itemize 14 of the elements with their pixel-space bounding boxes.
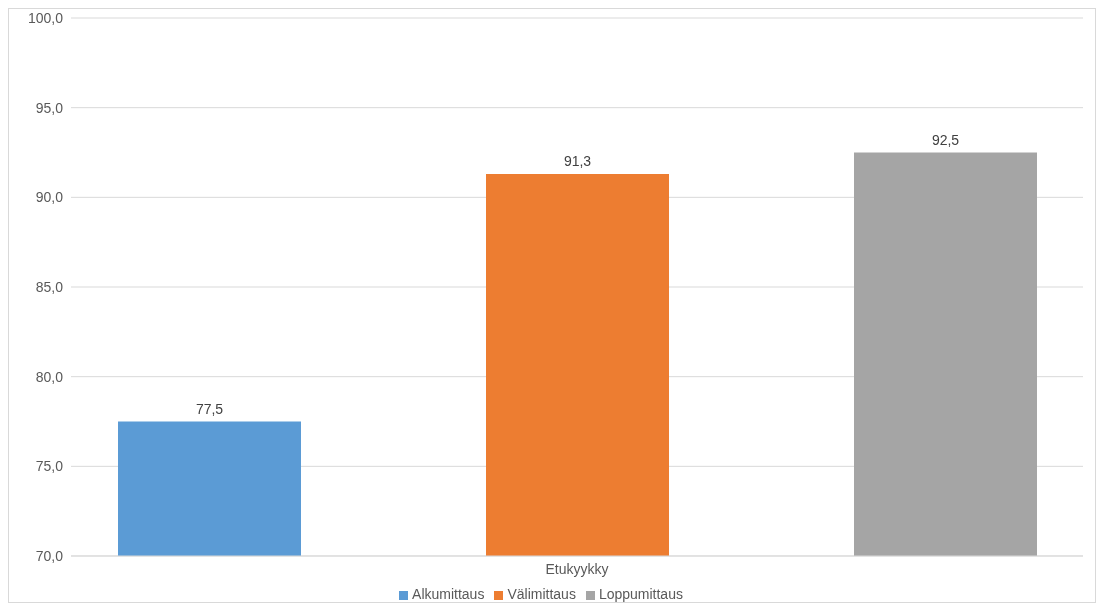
- x-tick-label: Etukyykky: [545, 560, 609, 577]
- data-label: 92,5: [931, 131, 960, 148]
- legend-label: Välimittaus: [507, 586, 576, 602]
- legend-label: Alkumittaus: [412, 586, 485, 602]
- y-tick-label: 85,0: [35, 278, 64, 295]
- legend-label: Loppumittaus: [598, 586, 683, 602]
- y-tick-label: 95,0: [35, 99, 64, 116]
- y-tick-label: 100,0: [27, 9, 64, 26]
- y-tick-label: 90,0: [35, 189, 64, 206]
- y-tick-label: 80,0: [35, 368, 64, 385]
- data-label: 77,5: [195, 400, 224, 417]
- y-tick-label: 70,0: [35, 547, 64, 564]
- y-tick-label: 75,0: [35, 458, 64, 475]
- data-label: 91,3: [563, 153, 592, 170]
